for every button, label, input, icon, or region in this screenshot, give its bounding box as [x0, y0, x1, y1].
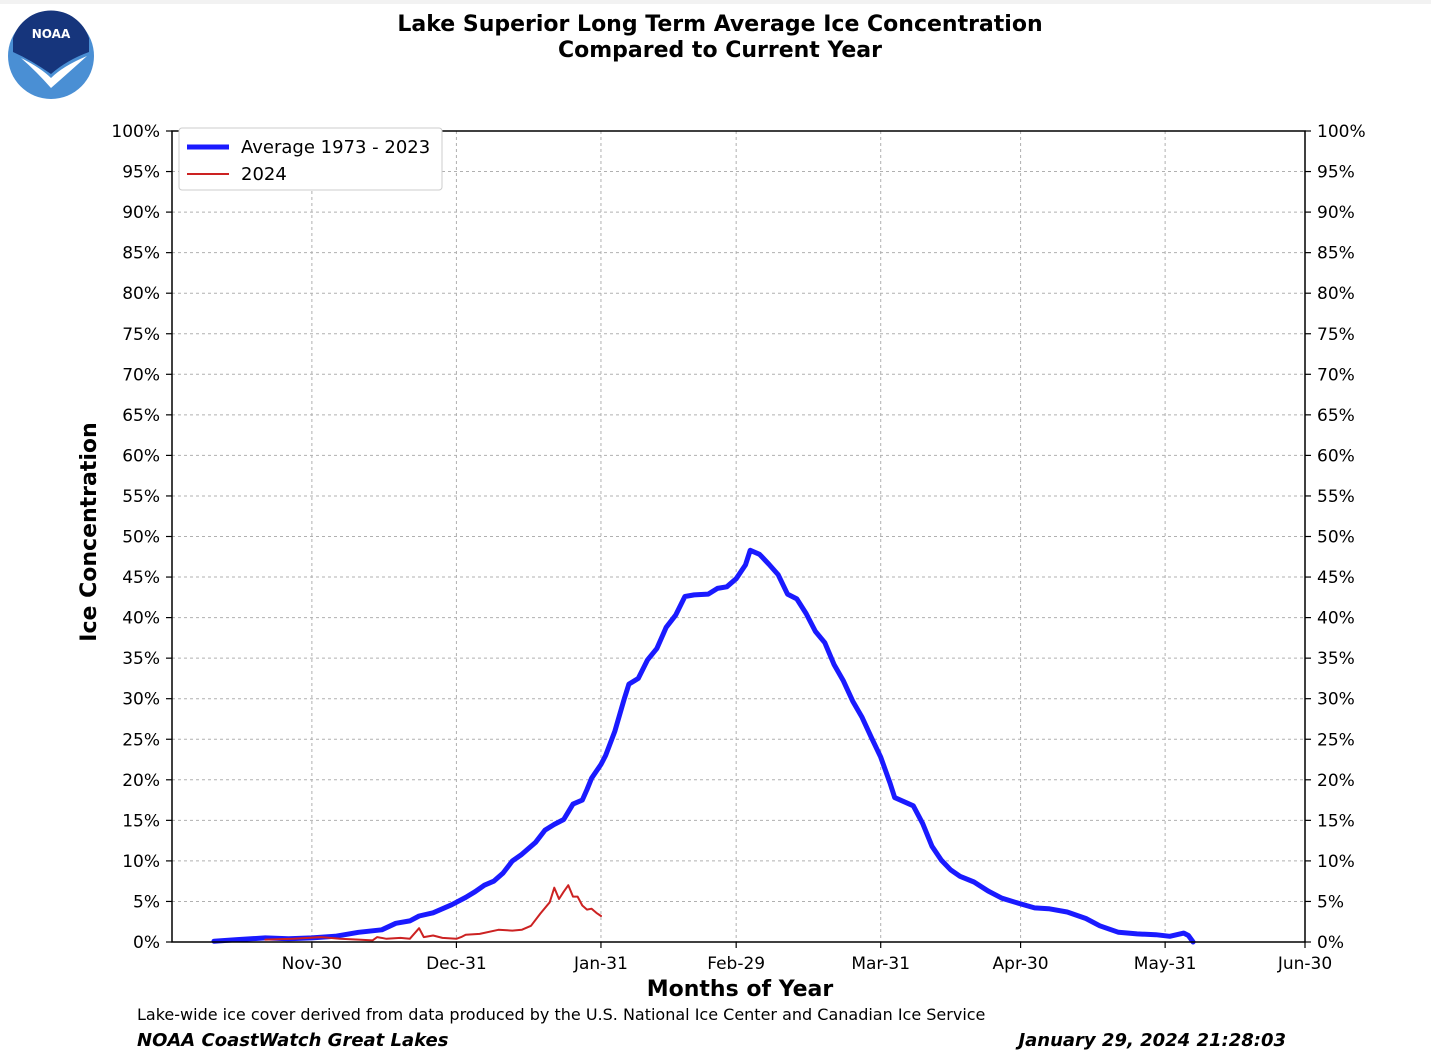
y-tick-label-left: 65%	[122, 406, 160, 426]
top-strip	[0, 0, 1431, 4]
y-tick-label-right: 25%	[1317, 730, 1355, 750]
legend: Average 1973 - 2023 2024	[178, 127, 443, 191]
y-tick-label-left: 45%	[122, 568, 160, 588]
logo-inner-shape	[13, 10, 89, 74]
y-tick-label-right: 50%	[1317, 528, 1355, 548]
axis-ticks: 0% 0% 5% 5% 10% 10% 15% 15% 20% 20% 25% 25% 30% 30% 35…	[111, 122, 1365, 974]
x-tick-label: May-31	[1134, 954, 1197, 974]
legend-box	[178, 127, 443, 191]
legend-label-2024: 2024	[241, 164, 287, 185]
y-tick-label-right: 15%	[1317, 811, 1355, 831]
y-tick-label-left: 55%	[122, 487, 160, 507]
y-tick-label-right: 35%	[1317, 649, 1355, 669]
ice-chart: 0% 0% 5% 5% 10% 10% 15% 15% 20% 20% 25% 25% 30% 30% 35…	[77, 122, 1366, 1000]
y-tick-label-right: 60%	[1317, 446, 1355, 466]
grid-lines	[172, 130, 1306, 943]
y-tick-label-left: 50%	[122, 528, 160, 548]
noaa-logo: NOAA	[8, 10, 94, 99]
chart-title: Lake Superior Long Term Average Ice Conc…	[397, 12, 1043, 37]
y-tick-label-left: 35%	[122, 649, 160, 669]
x-tick-label: Nov-30	[282, 954, 343, 974]
x-tick-label: Feb-29	[707, 954, 765, 974]
x-tick-label: Apr-30	[993, 954, 1049, 974]
y-tick-label-right: 65%	[1317, 406, 1355, 426]
y-tick-label-left: 80%	[122, 284, 160, 304]
y-axis-label: Ice Concentration	[77, 422, 102, 641]
series-line-average	[211, 547, 1196, 945]
y-tick-label-left: 70%	[122, 365, 160, 385]
y-tick-label-left: 90%	[122, 203, 160, 223]
y-tick-label-left: 15%	[122, 811, 160, 831]
y-tick-label-right: 90%	[1317, 203, 1355, 223]
y-tick-label-left: 40%	[122, 609, 160, 629]
data-credit: Lake-wide ice cover derived from data pr…	[137, 1005, 986, 1024]
timestamp: January 29, 2024 21:28:03	[1018, 1030, 1286, 1051]
source-label: NOAA CoastWatch Great Lakes	[137, 1030, 449, 1051]
logo-text: NOAA	[32, 27, 71, 41]
y-tick-label-left: 95%	[122, 163, 160, 183]
series-line-2024	[264, 884, 602, 942]
y-tick-label-right: 100%	[1317, 122, 1366, 142]
series-layer	[211, 547, 1196, 945]
y-tick-label-right: 55%	[1317, 487, 1355, 507]
y-tick-label-left: 75%	[122, 325, 160, 345]
y-tick-label-left: 30%	[122, 690, 160, 710]
y-tick-label-left: 60%	[122, 446, 160, 466]
y-tick-label-right: 40%	[1317, 609, 1355, 629]
y-tick-label-right: 20%	[1317, 771, 1355, 791]
y-tick-label-left: 25%	[122, 730, 160, 750]
x-tick-label: Mar-31	[851, 954, 910, 974]
y-tick-label-left: 100%	[111, 122, 160, 142]
y-tick-label-right: 5%	[1317, 892, 1344, 912]
y-tick-label-left: 10%	[122, 852, 160, 872]
y-tick-label-right: 70%	[1317, 365, 1355, 385]
x-tick-label: Dec-31	[426, 954, 487, 974]
chart-subtitle: Compared to Current Year	[557, 38, 883, 63]
legend-label-average: Average 1973 - 2023	[241, 137, 430, 158]
logo-bird	[21, 56, 87, 88]
y-tick-label-right: 75%	[1317, 325, 1355, 345]
y-tick-label-right: 95%	[1317, 163, 1355, 183]
y-tick-label-left: 20%	[122, 771, 160, 791]
y-tick-label-right: 80%	[1317, 284, 1355, 304]
y-tick-label-right: 45%	[1317, 568, 1355, 588]
x-axis-label: Months of Year	[647, 977, 834, 1000]
y-tick-label-right: 10%	[1317, 852, 1355, 872]
y-tick-label-left: 85%	[122, 244, 160, 264]
y-tick-label-left: 5%	[133, 892, 160, 912]
y-tick-label-right: 30%	[1317, 690, 1355, 710]
y-tick-label-right: 0%	[1317, 933, 1344, 953]
y-tick-label-left: 0%	[133, 933, 160, 953]
y-tick-label-right: 85%	[1317, 244, 1355, 264]
x-tick-label: Jun-30	[1277, 954, 1332, 974]
x-tick-label: Jan-31	[573, 954, 628, 974]
